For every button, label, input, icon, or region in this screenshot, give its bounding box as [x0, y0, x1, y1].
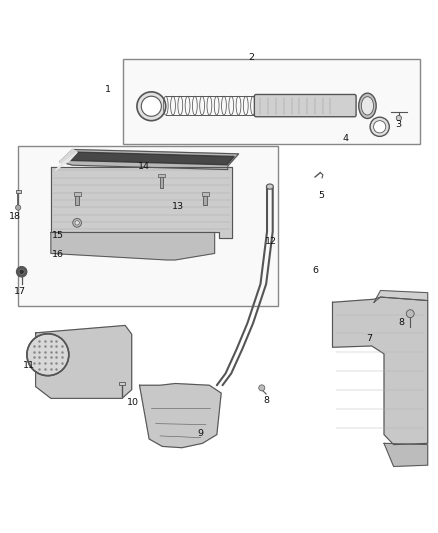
Text: 11: 11	[23, 361, 35, 370]
Circle shape	[27, 334, 69, 376]
Circle shape	[73, 219, 81, 227]
Circle shape	[19, 269, 24, 274]
Polygon shape	[55, 152, 77, 171]
Text: 13: 13	[171, 202, 184, 211]
Polygon shape	[140, 384, 221, 448]
Text: 6: 6	[312, 266, 318, 276]
Polygon shape	[51, 167, 232, 238]
Text: 10: 10	[127, 398, 138, 407]
Polygon shape	[374, 290, 427, 302]
Circle shape	[374, 120, 386, 133]
Polygon shape	[60, 149, 77, 164]
Bar	[74, 192, 81, 196]
Text: 14: 14	[138, 163, 150, 172]
Polygon shape	[60, 149, 239, 169]
Bar	[75, 196, 79, 205]
Circle shape	[15, 205, 21, 210]
Circle shape	[406, 310, 414, 318]
Ellipse shape	[361, 96, 374, 115]
Text: 8: 8	[399, 318, 405, 327]
Polygon shape	[332, 297, 427, 445]
Bar	[158, 174, 165, 177]
Ellipse shape	[266, 184, 273, 189]
Text: 15: 15	[52, 231, 64, 240]
Text: 8: 8	[263, 397, 269, 406]
Text: 18: 18	[9, 212, 21, 221]
Bar	[123, 59, 420, 144]
Polygon shape	[384, 443, 427, 466]
Text: 5: 5	[318, 191, 325, 200]
Circle shape	[16, 266, 27, 277]
Bar	[18, 147, 278, 306]
Text: 17: 17	[14, 287, 26, 296]
Circle shape	[259, 385, 265, 391]
Polygon shape	[35, 326, 132, 398]
Bar	[15, 190, 21, 193]
Text: 9: 9	[198, 429, 204, 438]
Text: 12: 12	[265, 237, 276, 246]
Bar	[159, 177, 163, 188]
Circle shape	[75, 221, 79, 225]
Text: 2: 2	[249, 53, 255, 62]
Circle shape	[137, 92, 166, 120]
FancyBboxPatch shape	[254, 94, 356, 117]
Circle shape	[370, 117, 389, 136]
Bar	[201, 192, 208, 196]
Text: 4: 4	[343, 134, 349, 143]
Polygon shape	[51, 232, 215, 260]
Text: 3: 3	[395, 120, 401, 129]
Text: 16: 16	[52, 250, 64, 259]
Circle shape	[141, 96, 161, 116]
Ellipse shape	[359, 93, 376, 118]
Text: 7: 7	[367, 334, 373, 343]
Bar	[203, 196, 207, 205]
Text: 1: 1	[105, 85, 111, 94]
Circle shape	[396, 116, 402, 120]
Polygon shape	[70, 152, 234, 165]
Bar	[120, 382, 125, 385]
